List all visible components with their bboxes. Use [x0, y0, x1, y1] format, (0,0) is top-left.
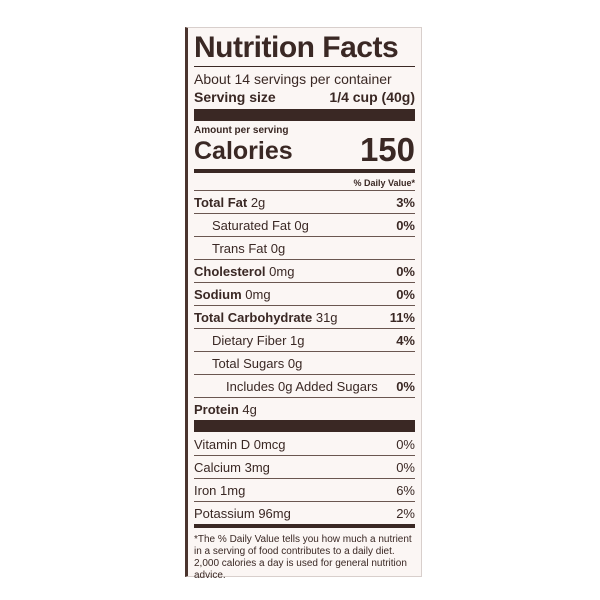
footnote: *The % Daily Value tells you how much a …	[194, 534, 412, 581]
nutrient: Total Sugars 0g	[194, 356, 302, 371]
nutrient-row: Calcium 3mg 0%	[194, 455, 415, 478]
serving-size-value: 1/4 cup (40g)	[329, 89, 415, 105]
calories-value: 150	[359, 131, 415, 168]
amount-per-serving: Amount per serving	[194, 125, 289, 136]
nutrient-name: Trans Fat	[212, 240, 268, 256]
nutrient: Iron 1mg	[194, 483, 245, 498]
nutrient: Potassium 96mg	[194, 506, 291, 521]
rule	[194, 66, 415, 67]
nutrient: Protein 4g	[194, 402, 257, 417]
calories: Calories 150	[194, 131, 415, 168]
nutrient-amount: 1mg	[220, 482, 246, 498]
nutrient-row: Total Sugars 0g	[194, 351, 415, 374]
nutrient-row: Includes 0g Added Sugars 0%	[194, 374, 415, 397]
daily-value: 0%	[396, 436, 415, 452]
nutrient-amount: 0mg	[269, 263, 295, 279]
nutrient-name: Dietary Fiber	[212, 332, 287, 348]
nutrient-name: Saturated Fat	[212, 217, 291, 233]
nutrient-name: Calcium	[194, 459, 241, 475]
nutrient-row: Dietary Fiber 1g 4%	[194, 328, 415, 351]
nutrient-amount: 0mg	[245, 286, 271, 302]
rule	[194, 169, 415, 173]
daily-value: 0%	[396, 378, 415, 394]
daily-value: 0%	[396, 263, 415, 279]
nutrient-row: Protein 4g	[194, 397, 415, 420]
nutrient-name: Cholesterol	[194, 263, 266, 279]
nutrient-amount: 96mg	[258, 505, 291, 521]
daily-value: 0%	[396, 217, 415, 233]
serving-size: Serving size 1/4 cup (40g)	[194, 88, 415, 106]
nutrient-amount: 0g	[287, 355, 303, 371]
nutrient: Includes 0g Added Sugars	[194, 379, 378, 394]
daily-value: 3%	[396, 194, 415, 210]
nutrient-amount: 1g	[290, 332, 305, 348]
nutrient: Sodium 0mg	[194, 287, 271, 302]
daily-value: 6%	[396, 482, 415, 498]
nutrient-name: Iron	[194, 482, 217, 498]
nutrient-name: Vitamin D	[194, 436, 251, 452]
nutrient: Dietary Fiber 1g	[194, 333, 305, 348]
nutrient-amount: 2g	[250, 194, 266, 210]
nutrient-row: Trans Fat 0g	[194, 236, 415, 259]
nutrient-amount: 0mcg	[253, 436, 286, 452]
nutrient-row: Vitamin D 0mcg 0%	[194, 433, 415, 455]
daily-value: 11%	[389, 309, 415, 325]
nutrient: Calcium 3mg	[194, 460, 270, 475]
nutrient-row: Total Fat 2g 3%	[194, 191, 415, 213]
nutrient: Saturated Fat 0g	[194, 218, 309, 233]
nutrient-name: Sodium	[194, 286, 242, 302]
nutrition-label: Nutrition Facts About 14 servings per co…	[185, 27, 422, 581]
nutrient: Total Fat 2g	[194, 195, 265, 210]
rule	[194, 420, 415, 432]
nutrient-name: Includes 0g Added Sugars	[226, 378, 378, 394]
daily-value: 2%	[396, 505, 415, 521]
nutrient-name: Total Carbohydrate	[194, 309, 313, 325]
nutrient-row: Potassium 96mg 2%	[194, 501, 415, 524]
nutrient-amount: 0g	[270, 240, 286, 256]
rule	[194, 524, 415, 528]
title: Nutrition Facts	[194, 31, 399, 64]
nutrient-row: Iron 1mg 6%	[194, 478, 415, 501]
vitamins: Vitamin D 0mcg 0% Calcium 3mg 0% Iron 1mg 6% P…	[194, 433, 415, 524]
nutrient-row: Saturated Fat 0g 0%	[194, 213, 415, 236]
calories-label: Calories	[194, 137, 293, 165]
nutrient-amount: 0g	[294, 217, 309, 233]
nutrient-amount: 4g	[242, 401, 257, 417]
daily-value: 0%	[396, 286, 415, 302]
servings: About 14 servings per container	[194, 71, 392, 87]
nutrient-amount: 3mg	[244, 459, 270, 475]
nutrient: Vitamin D 0mcg	[194, 437, 286, 452]
nutrients: Total Fat 2g 3% Saturated Fat 0g 0% Trans Fa…	[194, 191, 415, 420]
nutrient-row: Cholesterol 0mg 0%	[194, 259, 415, 282]
nutrient: Cholesterol 0mg	[194, 264, 294, 279]
nutrient-row: Total Carbohydrate 31g 11%	[194, 305, 415, 328]
nutrient: Total Carbohydrate 31g	[194, 310, 338, 325]
daily-value-header: % Daily Value*	[194, 176, 415, 191]
rule	[194, 109, 415, 121]
daily-value: 0%	[396, 459, 415, 475]
serving-size-label: Serving size	[194, 89, 276, 105]
nutrient-row: Sodium 0mg 0%	[194, 282, 415, 305]
nutrient-amount: 31g	[315, 309, 338, 325]
nutrient: Trans Fat 0g	[194, 241, 285, 256]
nutrient-name: Potassium	[194, 505, 255, 521]
daily-value: 4%	[396, 332, 415, 348]
nutrient-name: Protein	[194, 401, 239, 417]
nutrient-name: Total Fat	[194, 194, 248, 210]
nutrient-name: Total Sugars	[212, 355, 285, 371]
